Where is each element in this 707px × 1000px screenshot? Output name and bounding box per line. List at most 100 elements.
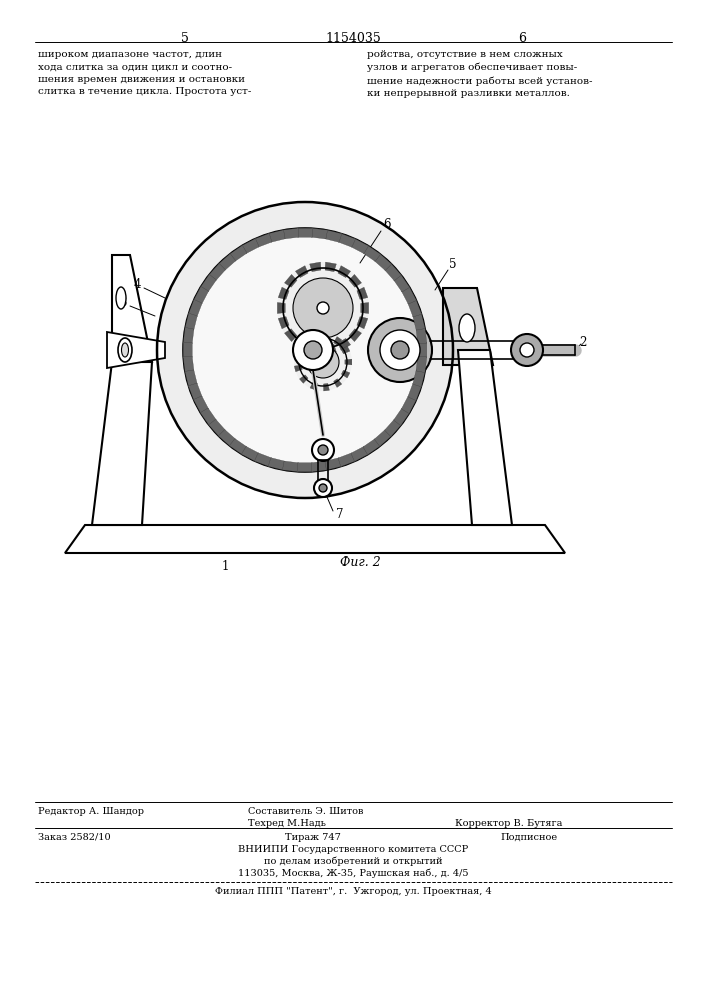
- Polygon shape: [194, 286, 209, 304]
- Ellipse shape: [118, 338, 132, 362]
- Polygon shape: [255, 453, 272, 467]
- Circle shape: [317, 302, 329, 314]
- Polygon shape: [300, 375, 308, 383]
- Text: Заказ 2582/10: Заказ 2582/10: [38, 833, 110, 842]
- Polygon shape: [283, 461, 298, 472]
- Polygon shape: [351, 239, 368, 254]
- Polygon shape: [278, 317, 289, 329]
- Polygon shape: [361, 302, 368, 314]
- Polygon shape: [324, 333, 329, 341]
- Polygon shape: [385, 263, 402, 281]
- Polygon shape: [283, 228, 298, 239]
- Text: 3: 3: [119, 296, 127, 308]
- Polygon shape: [408, 383, 421, 401]
- Polygon shape: [338, 233, 356, 247]
- Polygon shape: [394, 408, 409, 426]
- Polygon shape: [408, 299, 421, 317]
- Polygon shape: [310, 334, 317, 342]
- Polygon shape: [218, 430, 235, 446]
- Text: 6: 6: [518, 32, 526, 45]
- Text: ВНИИПИ Государственного комитета СССР: ВНИИПИ Государственного комитета СССР: [238, 845, 469, 854]
- Text: 6: 6: [383, 219, 391, 232]
- Polygon shape: [277, 302, 285, 314]
- Polygon shape: [394, 274, 409, 292]
- Polygon shape: [357, 317, 368, 329]
- Text: Фиг. 2: Фиг. 2: [339, 556, 380, 570]
- Circle shape: [293, 278, 353, 338]
- Text: 1: 1: [221, 560, 228, 574]
- Polygon shape: [374, 430, 392, 446]
- Polygon shape: [443, 288, 493, 365]
- Polygon shape: [325, 262, 337, 272]
- Polygon shape: [385, 419, 402, 437]
- Text: Составитель Э. Шитов: Составитель Э. Шитов: [248, 807, 363, 816]
- Text: 4: 4: [133, 278, 141, 292]
- Polygon shape: [188, 383, 202, 401]
- Polygon shape: [294, 352, 303, 359]
- Polygon shape: [297, 228, 313, 237]
- Text: Корректор В. Бутяга: Корректор В. Бутяга: [455, 819, 562, 828]
- Circle shape: [368, 318, 432, 382]
- Circle shape: [294, 333, 352, 391]
- Polygon shape: [241, 446, 259, 461]
- Polygon shape: [209, 263, 226, 281]
- Text: 2: 2: [579, 336, 587, 349]
- Polygon shape: [418, 342, 427, 358]
- Polygon shape: [218, 254, 235, 270]
- Text: по делам изобретений и открытий: по делам изобретений и открытий: [264, 857, 443, 866]
- Text: Техред М.Надь: Техред М.Надь: [248, 819, 326, 828]
- Polygon shape: [255, 233, 272, 247]
- Polygon shape: [416, 327, 427, 344]
- Polygon shape: [278, 287, 289, 299]
- Circle shape: [307, 346, 339, 378]
- Polygon shape: [363, 245, 380, 261]
- Circle shape: [511, 334, 543, 366]
- Text: широком диапазоне частот, длин
хода слитка за один цикл и соотно-
шения времен д: широком диапазоне частот, длин хода слит…: [38, 50, 252, 97]
- Text: Подписное: Подписное: [500, 833, 557, 842]
- Text: 5: 5: [449, 258, 457, 271]
- Polygon shape: [310, 382, 317, 390]
- Polygon shape: [112, 255, 152, 362]
- Polygon shape: [185, 370, 197, 387]
- Polygon shape: [325, 344, 337, 354]
- Polygon shape: [297, 463, 313, 472]
- Text: 7: 7: [337, 508, 344, 522]
- Text: Тираж 747: Тираж 747: [285, 833, 341, 842]
- Polygon shape: [349, 329, 361, 342]
- Polygon shape: [311, 461, 327, 472]
- Polygon shape: [294, 365, 303, 372]
- Circle shape: [391, 341, 409, 359]
- Polygon shape: [311, 228, 327, 239]
- Polygon shape: [310, 262, 321, 272]
- Polygon shape: [296, 266, 308, 278]
- Polygon shape: [363, 439, 380, 455]
- Circle shape: [319, 484, 327, 492]
- Polygon shape: [338, 266, 351, 278]
- Polygon shape: [296, 338, 308, 350]
- Ellipse shape: [459, 314, 475, 342]
- Text: Редактор А. Шандор: Редактор А. Шандор: [38, 807, 144, 816]
- Circle shape: [277, 262, 369, 354]
- Polygon shape: [416, 356, 427, 373]
- Circle shape: [314, 479, 332, 497]
- Polygon shape: [413, 313, 425, 330]
- Circle shape: [158, 203, 452, 497]
- Polygon shape: [310, 344, 321, 354]
- Polygon shape: [413, 370, 425, 387]
- Polygon shape: [341, 346, 350, 354]
- Circle shape: [312, 439, 334, 461]
- Polygon shape: [229, 439, 247, 455]
- Circle shape: [184, 229, 426, 471]
- Polygon shape: [458, 350, 512, 525]
- Polygon shape: [92, 362, 152, 525]
- Polygon shape: [341, 370, 350, 378]
- Polygon shape: [325, 230, 341, 242]
- Circle shape: [318, 445, 328, 455]
- Polygon shape: [194, 396, 209, 414]
- Polygon shape: [357, 287, 368, 299]
- Text: 5: 5: [181, 32, 189, 45]
- Polygon shape: [268, 230, 285, 242]
- Polygon shape: [284, 329, 297, 342]
- Polygon shape: [200, 408, 216, 426]
- Polygon shape: [349, 274, 361, 287]
